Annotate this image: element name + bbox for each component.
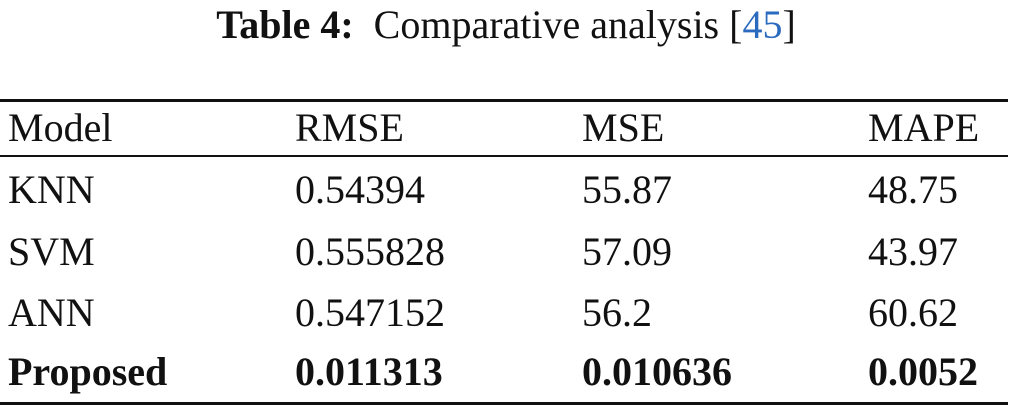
caption-label: Table 4: (216, 2, 354, 47)
value-cell: 56.2 (582, 290, 652, 335)
value-cell: 48.75 (868, 167, 958, 212)
value-cell: 0.011313 (295, 349, 443, 394)
mid-rule (0, 155, 1008, 157)
value-cell: 0.555828 (295, 229, 445, 274)
value-cell: 0.547152 (295, 290, 445, 335)
value-cell: 0.010636 (582, 349, 732, 394)
caption-text: Comparative analysis (373, 2, 720, 47)
caption: Table 4: Comparative analysis [45] (0, 0, 1012, 50)
citation[interactable]: 45 (742, 2, 783, 47)
value-cell: 57.09 (582, 229, 672, 274)
row-label: Proposed (8, 349, 168, 394)
ref-open: [ (729, 2, 743, 47)
bottom-rule (0, 402, 1008, 405)
value-cell: 60.62 (868, 290, 958, 335)
row-label: ANN (8, 290, 95, 335)
row-label: KNN (8, 167, 95, 212)
ref-close: ] (782, 2, 796, 47)
value-cell: 55.87 (582, 167, 672, 212)
top-rule (0, 99, 1008, 102)
row-label: SVM (8, 229, 95, 274)
header-cell: MAPE (868, 105, 980, 150)
header-cell: Model (8, 105, 113, 150)
header-cell: MSE (582, 105, 665, 150)
header-cell: RMSE (295, 105, 404, 150)
value-cell: 0.0052 (868, 349, 978, 394)
value-cell: 43.97 (868, 229, 958, 274)
value-cell: 0.54394 (295, 167, 425, 212)
